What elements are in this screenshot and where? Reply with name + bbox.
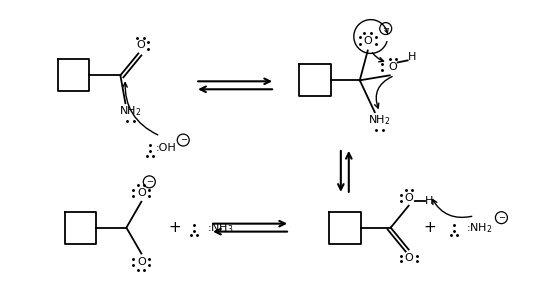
Text: :NH$_3$: :NH$_3$ <box>207 221 233 235</box>
Text: O: O <box>404 254 413 263</box>
Text: −: − <box>146 177 153 186</box>
Text: H: H <box>407 52 416 62</box>
Text: −: − <box>498 213 505 222</box>
Text: NH$_2$: NH$_2$ <box>368 113 391 127</box>
Text: O: O <box>388 62 397 72</box>
Text: −: − <box>382 24 389 33</box>
Text: −: − <box>180 136 187 145</box>
Text: O: O <box>137 188 146 198</box>
Text: O: O <box>137 257 146 268</box>
Text: :NH$_2$: :NH$_2$ <box>466 221 493 235</box>
Text: :OH: :OH <box>155 143 176 153</box>
Text: H: H <box>424 196 433 206</box>
Text: +: + <box>169 220 182 235</box>
Text: O: O <box>404 193 413 203</box>
Text: O: O <box>363 35 372 46</box>
Text: NH$_2$: NH$_2$ <box>119 104 141 118</box>
Text: O: O <box>136 41 145 50</box>
Text: +: + <box>423 220 436 235</box>
